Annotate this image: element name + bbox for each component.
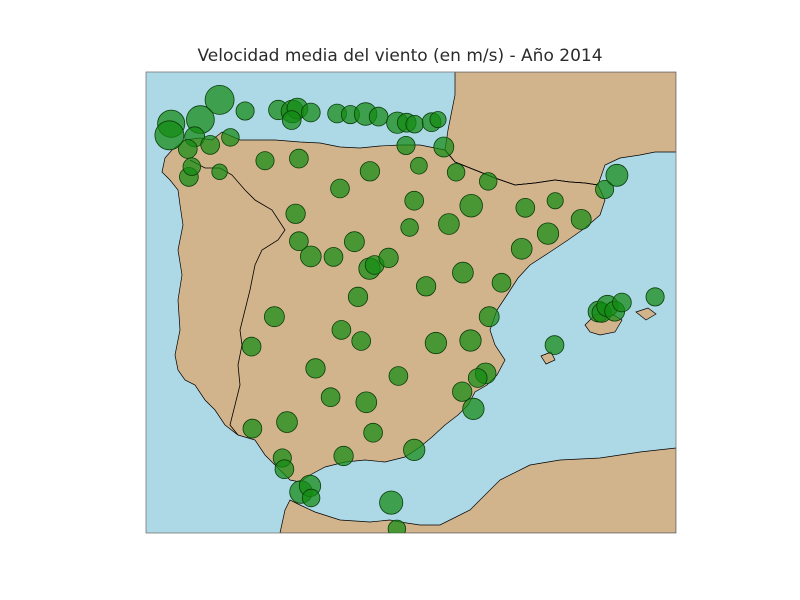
- wind-station-marker: [459, 329, 482, 352]
- wind-station-marker: [387, 519, 407, 533]
- wind-station-marker: [285, 203, 306, 224]
- wind-station-marker: [289, 148, 309, 169]
- wind-station-marker: [182, 157, 202, 176]
- wind-station-marker: [410, 156, 428, 175]
- wind-station-marker: [241, 336, 262, 357]
- wind-station-marker: [320, 387, 341, 408]
- wind-station-marker: [255, 151, 275, 171]
- wind-station-marker: [331, 320, 352, 340]
- wind-station-marker: [544, 335, 565, 355]
- wind-station-marker: [154, 120, 185, 151]
- wind-station-marker: [429, 111, 447, 129]
- wind-station-marker: [478, 306, 500, 328]
- land-menorca: [635, 307, 657, 321]
- wind-station-marker: [211, 163, 228, 181]
- wind-station-marker: [281, 110, 302, 130]
- wind-station-marker: [351, 331, 372, 351]
- wind-station-marker: [363, 422, 383, 443]
- wind-station-marker: [235, 101, 255, 121]
- wind-station-marker: [359, 161, 380, 182]
- wind-station-marker: [645, 287, 665, 307]
- wind-station-marker: [379, 490, 404, 515]
- wind-station-marker: [415, 276, 437, 297]
- wind-station-marker: [404, 190, 425, 211]
- wind-station-marker: [378, 247, 399, 268]
- wind-station-marker: [605, 163, 629, 187]
- wind-station-marker: [330, 178, 350, 199]
- wind-station-marker: [221, 128, 240, 147]
- wind-station-marker: [347, 286, 369, 307]
- wind-station-marker: [388, 366, 409, 386]
- wind-station-marker: [300, 102, 321, 123]
- wind-station-marker: [323, 247, 344, 267]
- wind-station-marker: [446, 163, 466, 182]
- map-frame: [145, 71, 677, 534]
- wind-station-marker: [452, 381, 473, 402]
- wind-station-marker: [536, 222, 560, 245]
- map-title: Velocidad media del viento (en m/s) - Añ…: [197, 46, 603, 66]
- wind-station-marker: [276, 411, 298, 433]
- wind-station-marker: [462, 397, 485, 420]
- wind-station-marker: [274, 459, 295, 480]
- wind-station-marker: [479, 172, 498, 191]
- wind-station-marker: [301, 488, 321, 508]
- wind-station-marker: [289, 231, 309, 252]
- wind-station-marker: [403, 438, 426, 461]
- wind-station-marker: [433, 136, 455, 158]
- wind-station-marker: [343, 231, 365, 253]
- land-iberia: [161, 131, 606, 483]
- border-portugal: [189, 159, 286, 436]
- wind-station-marker: [200, 135, 221, 155]
- wind-station-marker: [368, 106, 389, 127]
- wind-station-marker: [263, 306, 285, 328]
- wind-station-marker: [612, 292, 632, 313]
- wind-station-marker: [405, 114, 424, 134]
- wind-station-marker: [515, 198, 536, 218]
- wind-station-marker: [459, 193, 483, 218]
- wind-station-marker: [438, 213, 460, 235]
- wind-station-marker: [178, 139, 198, 159]
- wind-station-marker: [546, 192, 564, 210]
- wind-station-marker: [595, 179, 615, 199]
- wind-station-marker: [424, 331, 447, 355]
- wind-station-marker: [400, 218, 419, 237]
- wind-station-marker: [510, 238, 533, 260]
- wind-station-marker: [333, 445, 354, 467]
- land-africa: [279, 447, 676, 533]
- wind-station-marker: [242, 418, 263, 439]
- land-ibiza: [540, 351, 556, 365]
- wind-station-marker: [570, 208, 592, 230]
- wind-station-marker: [467, 368, 488, 388]
- border-pyrenees: [444, 149, 599, 186]
- wind-station-marker: [305, 358, 326, 379]
- wind-station-marker: [491, 272, 512, 293]
- wind-station-marker: [355, 391, 378, 414]
- wind-station-marker: [452, 261, 474, 284]
- wind-station-marker: [396, 135, 416, 155]
- wind-station-marker: [204, 85, 235, 115]
- wind-station-marker: [299, 245, 322, 268]
